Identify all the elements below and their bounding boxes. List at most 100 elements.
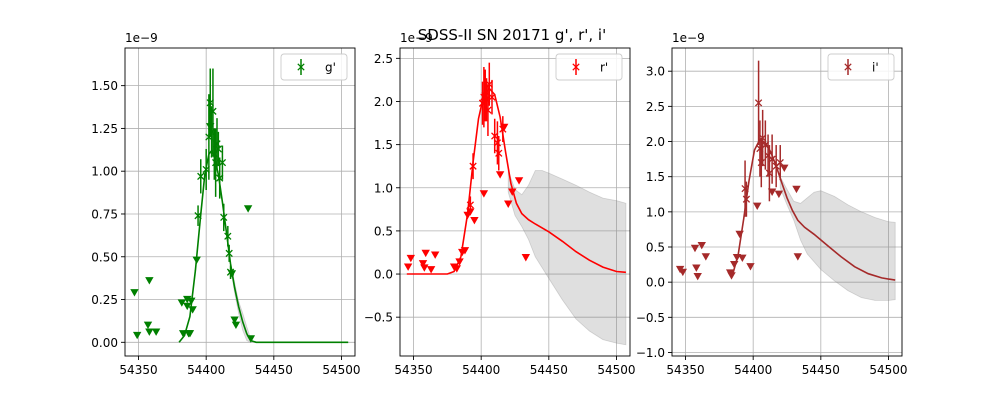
upper-limit-marker xyxy=(406,254,416,263)
y-tick-label: −0.5 xyxy=(636,311,665,325)
y-scale-label: 1e−9 xyxy=(125,31,158,45)
x-tick-label: 54350 xyxy=(119,363,157,377)
upper-limit-marker xyxy=(514,177,524,185)
panel-r-band: 54350 54400 54450 54500 −0.5 0.0 0.5 1.0 1.5 2.0 2… xyxy=(364,31,636,377)
upper-limit-marker xyxy=(192,256,201,264)
upper-limit-marker xyxy=(403,263,413,271)
detection-marker xyxy=(768,155,776,163)
x-tick-label: 54500 xyxy=(869,363,907,377)
y-tick-label: 2.5 xyxy=(374,52,393,66)
uncertainty-band xyxy=(507,170,627,346)
x-tick-label: 54400 xyxy=(462,363,500,377)
upper-limit-marker xyxy=(188,306,197,314)
upper-limit-marker xyxy=(426,266,436,274)
uncertainty-band xyxy=(779,176,896,301)
y-tick-label: 0.00 xyxy=(91,336,118,350)
upper-limit-marker xyxy=(145,328,154,336)
legend: i' xyxy=(827,53,895,81)
upper-limit-marker xyxy=(774,190,784,199)
y-tick-label: 1.5 xyxy=(646,170,665,184)
axes-frame xyxy=(671,47,903,357)
upper-limit-marker xyxy=(701,253,711,261)
upper-limit-marker xyxy=(727,272,736,280)
x-tick-label: 54400 xyxy=(734,363,772,377)
legend-box xyxy=(555,53,623,81)
y-tick-label: 1.00 xyxy=(91,165,118,179)
upper-limit-marker xyxy=(735,230,744,239)
legend-box xyxy=(827,53,895,81)
upper-limit-marker xyxy=(231,321,241,329)
upper-limit-marker xyxy=(230,316,239,324)
upper-limit-marker xyxy=(730,260,739,269)
upper-limit-marker xyxy=(455,258,464,266)
upper-limit-marker xyxy=(753,202,762,211)
detection-marker xyxy=(741,184,749,193)
upper-limit-marker xyxy=(792,185,801,194)
upper-limit-marker xyxy=(178,330,188,338)
legend-marker xyxy=(297,63,305,71)
y-tick-label: −0.5 xyxy=(364,311,393,325)
y-tick-label: 1.0 xyxy=(374,181,393,195)
legend-label: r' xyxy=(600,61,608,75)
legend: g' xyxy=(280,53,348,81)
upper-limit-marker xyxy=(130,289,139,297)
axes-frame xyxy=(124,47,356,357)
upper-limit-marker xyxy=(793,253,803,261)
plot-area xyxy=(130,68,349,344)
upper-limit-marker xyxy=(697,241,706,250)
y-tick-label: −1.0 xyxy=(636,346,665,360)
y-tick-label: 0.50 xyxy=(91,250,118,264)
upper-limit-marker xyxy=(452,265,462,273)
upper-limit-marker xyxy=(693,272,702,281)
upper-limit-marker xyxy=(183,302,192,311)
detection-marker xyxy=(754,99,763,107)
detection-marker xyxy=(493,139,502,147)
upper-limit-marker xyxy=(508,188,517,196)
upper-limit-marker xyxy=(746,263,755,271)
detection-marker xyxy=(466,201,475,209)
upper-limit-marker xyxy=(246,335,256,343)
axes-frame xyxy=(399,47,631,357)
detection-marker xyxy=(226,268,235,276)
detection-marker xyxy=(469,162,477,170)
upper-limit-marker xyxy=(132,331,142,340)
upper-limit-marker xyxy=(460,247,470,255)
x-tick-label: 54350 xyxy=(666,363,704,377)
model-curve xyxy=(406,87,626,275)
detection-marker xyxy=(218,158,227,167)
upper-limit-marker xyxy=(418,260,428,268)
y-tick-label: 3.0 xyxy=(646,65,665,79)
upper-limit-marker xyxy=(145,277,154,285)
upper-limit-marker xyxy=(420,264,429,272)
x-tick-label: 54500 xyxy=(322,363,360,377)
detection-marker xyxy=(488,93,496,101)
y-tick-label: 0.25 xyxy=(91,293,118,307)
x-tick-label: 54350 xyxy=(394,363,432,377)
y-tick-label: 0.5 xyxy=(374,224,393,238)
y-tick-label: 0.0 xyxy=(374,268,393,282)
detection-marker xyxy=(499,125,507,133)
upper-limit-marker xyxy=(185,330,195,338)
upper-limit-marker xyxy=(243,205,253,213)
y-tick-label: 1.50 xyxy=(91,79,118,93)
legend-marker xyxy=(844,63,852,71)
upper-limit-marker xyxy=(521,254,531,262)
detection-marker xyxy=(214,145,223,153)
y-tick-label: 1.5 xyxy=(374,138,393,152)
upper-limit-marker xyxy=(495,171,505,179)
panel-g-band: 54350 54400 54450 54500 0.00 0.25 0.50 0.75 1.00… xyxy=(91,31,360,377)
detection-marker xyxy=(213,140,221,148)
panel-i-band: 54350 54400 54450 54500 −1.0 −0.5 0.0 0.5 1.0 1.5… xyxy=(636,31,908,377)
x-tick-label: 54450 xyxy=(255,363,293,377)
detection-marker xyxy=(495,149,503,157)
upper-limit-marker xyxy=(504,200,513,208)
legend-label: g' xyxy=(325,61,336,75)
upper-limit-marker xyxy=(678,268,688,277)
legend-marker xyxy=(572,63,580,71)
y-tick-label: 2.0 xyxy=(374,95,393,109)
detection-marker xyxy=(484,106,492,114)
y-tick-label: 0.0 xyxy=(646,276,665,290)
y-tick-label: 2.0 xyxy=(646,135,665,149)
detection-marker xyxy=(220,213,228,222)
